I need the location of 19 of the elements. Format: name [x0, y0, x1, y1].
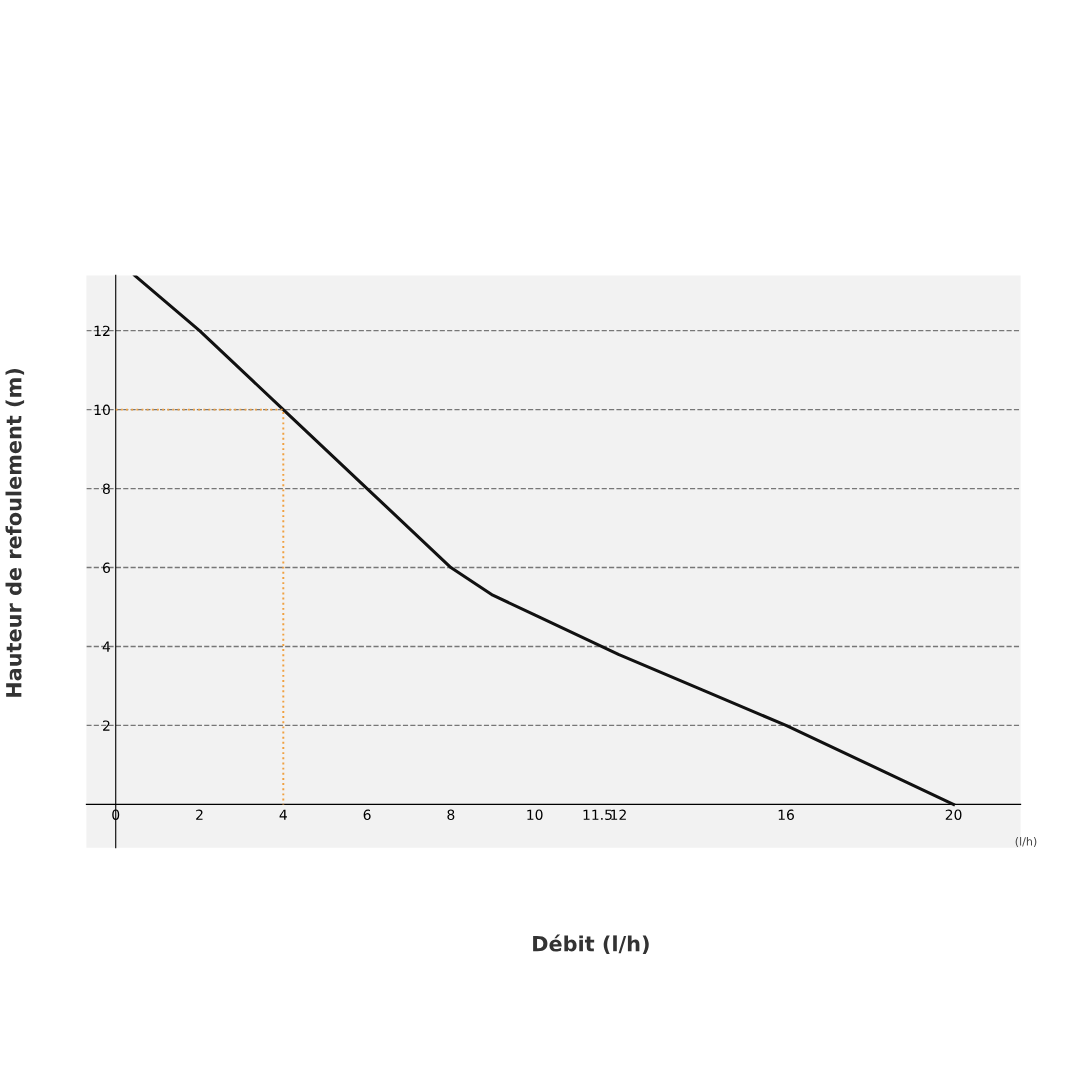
- x-axis-title: Débit (l/h): [533, 934, 649, 954]
- x-tick-label: 2: [196, 809, 203, 820]
- y-tick-label: 6: [103, 562, 110, 573]
- y-axis-title: Hauteur de refoulement (m): [5, 368, 25, 697]
- y-tick-label: 2: [103, 720, 110, 731]
- y-tick-label: 12: [94, 325, 110, 336]
- x-tick-label: 6: [363, 809, 371, 820]
- x-tick-label: 12: [611, 809, 626, 820]
- line-series: [133, 275, 956, 806]
- x-tick-label: 4: [279, 809, 287, 820]
- x-tick-label: 10: [527, 809, 543, 820]
- y-tick-label: 10: [94, 404, 110, 416]
- x-tick-label: 20: [945, 809, 962, 820]
- x-tick-label: 16: [778, 809, 794, 820]
- x-tick-label: 11.5: [583, 809, 612, 820]
- y-tick-label: 4: [102, 641, 111, 652]
- x-tick-label: 8: [447, 809, 455, 820]
- y-tick-label: 8: [102, 483, 110, 495]
- annotation: (l/h): [1015, 837, 1037, 847]
